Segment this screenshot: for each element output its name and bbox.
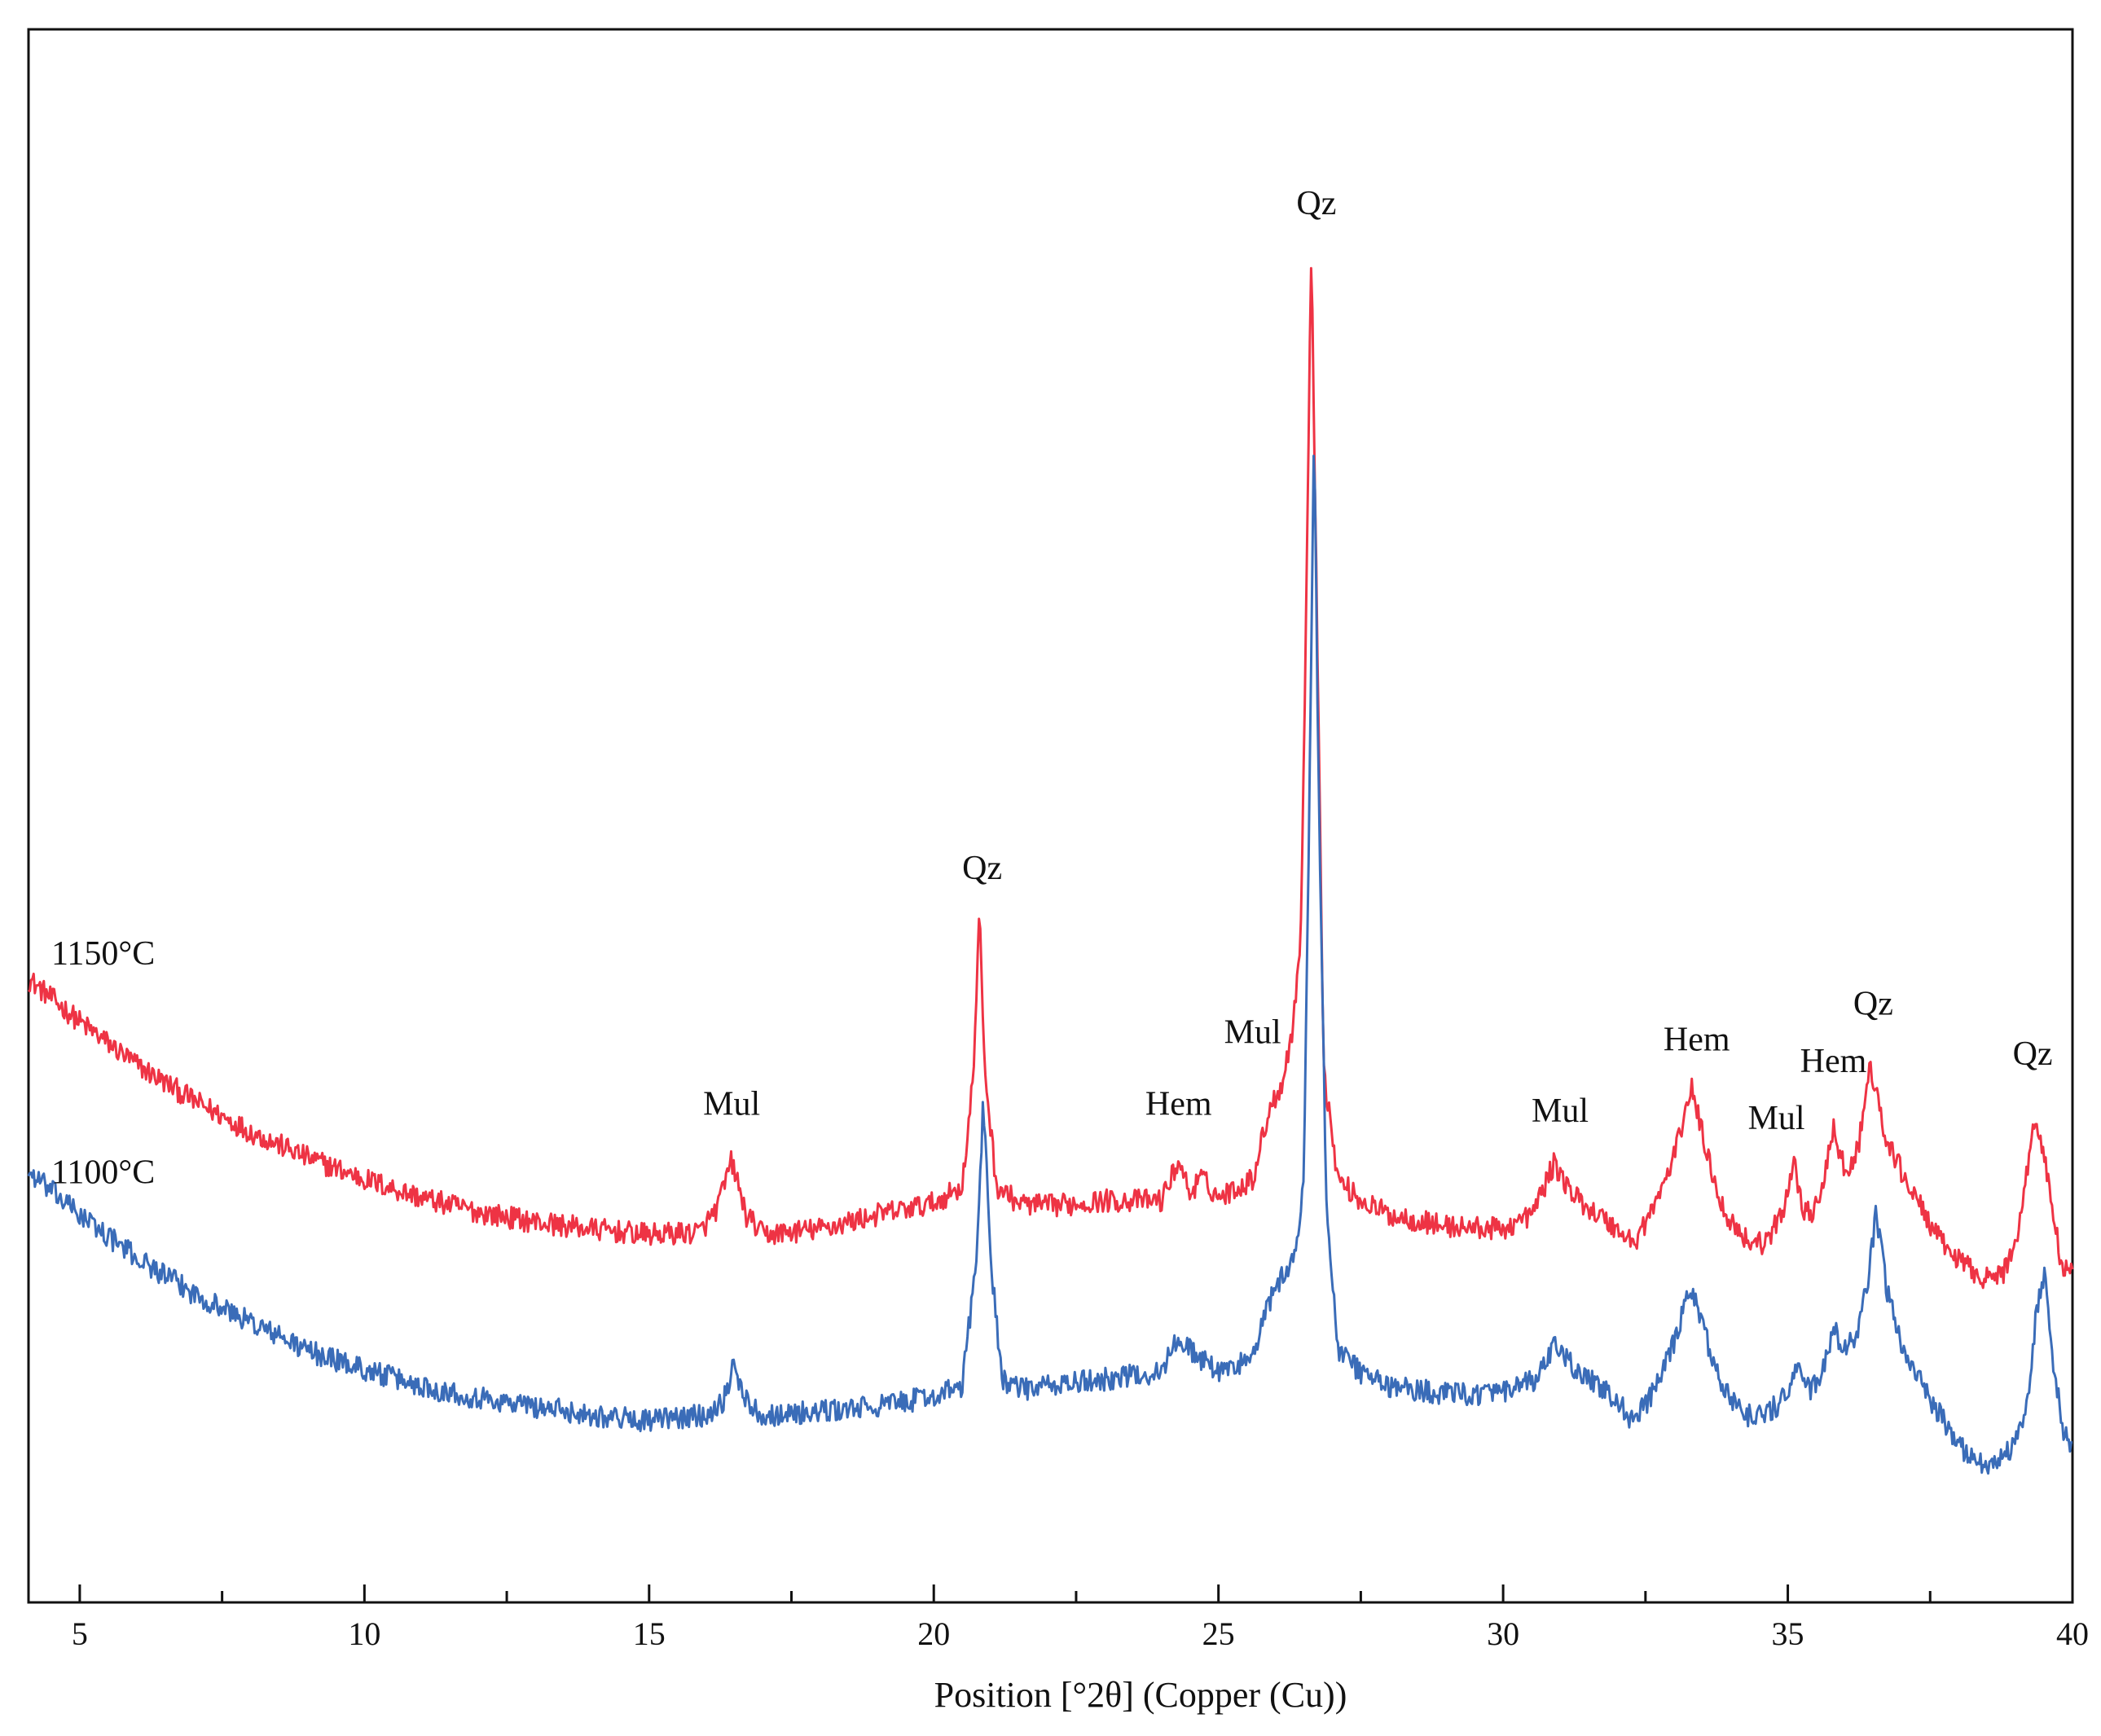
series-labels: 1150°C 1100°C: [51, 935, 155, 1192]
peak-label: Hem: [1145, 1085, 1212, 1123]
x-tick-label: 40: [2056, 1615, 2089, 1652]
x-tick-label: 20: [917, 1615, 950, 1652]
peak-label: Qz: [2013, 1035, 2053, 1073]
series-label: 1100°C: [51, 1154, 155, 1192]
peak-label: Hem: [1800, 1043, 1867, 1080]
peak-label: Qz: [962, 850, 1002, 887]
x-axis-ticks: 5 10 15 20 25 30 35 40: [72, 1584, 2089, 1652]
peak-label: Mul: [1224, 1014, 1281, 1052]
series-layer: [27, 266, 2074, 1475]
peak-label: Mul: [1748, 1100, 1805, 1137]
x-tick-label: 10: [348, 1615, 380, 1652]
series-label: 1150°C: [51, 935, 155, 973]
peak-label: Qz: [1296, 185, 1336, 222]
peak-annotations: Qz Qz Mul Hem Mul Mul Hem Mul Hem Qz Qz: [703, 185, 2052, 1137]
x-tick-label: 35: [1772, 1615, 1804, 1652]
x-axis-title: Position [°2θ] (Copper (Cu)): [934, 1675, 1347, 1715]
peak-label: Qz: [1853, 986, 1893, 1023]
series-line-0: [27, 266, 2074, 1290]
plot-frame: [27, 28, 2074, 1604]
peak-label: Mul: [1532, 1092, 1589, 1130]
series-line-1: [27, 455, 2073, 1475]
peak-label: Mul: [703, 1085, 760, 1123]
peak-label: Hem: [1664, 1021, 1730, 1058]
x-tick-label: 25: [1202, 1615, 1235, 1652]
x-tick-label: 15: [633, 1615, 666, 1652]
x-tick-label: 30: [1487, 1615, 1519, 1652]
x-tick-label: 5: [72, 1615, 88, 1652]
